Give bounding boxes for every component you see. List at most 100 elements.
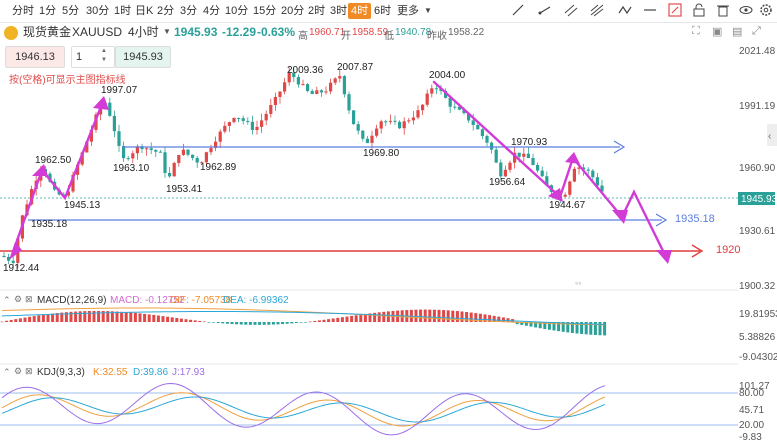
close-icon[interactable]: ⊠ [25, 294, 33, 304]
symbol-name[interactable]: 现货黄金 [23, 25, 72, 39]
tf-3min[interactable]: 3分 [180, 5, 198, 17]
chevron-down-icon[interactable]: ▼ [163, 27, 171, 36]
macd-bar [474, 313, 478, 322]
macd-bar [580, 322, 584, 334]
tf-1min[interactable]: 1分 [39, 5, 57, 17]
macd-bar [69, 311, 73, 322]
channel-icon[interactable] [563, 3, 579, 19]
price-annotation: 1935.18 [31, 219, 68, 230]
macd-title[interactable]: MACD(12,26,9) [37, 295, 107, 306]
tf-6h[interactable]: 6时 [374, 5, 392, 17]
tf-5min[interactable]: 5分 [62, 5, 80, 17]
ray-icon[interactable] [537, 3, 553, 19]
candle-body [568, 181, 572, 195]
macd-bar [147, 314, 151, 322]
arrowhead [656, 250, 672, 264]
quantity-stepper-icon[interactable]: ▲ ▼ [101, 48, 107, 63]
macd-bar [368, 313, 372, 322]
wave-arrow-up [11, 102, 104, 254]
prev-close-label: 昨收 [427, 31, 447, 42]
maximize-icon[interactable]: ⤢ [752, 25, 761, 37]
line-segment-icon[interactable] [642, 3, 658, 19]
wave-icon[interactable] [617, 3, 633, 19]
macd-bar [78, 311, 82, 322]
ask-price-box[interactable]: 1945.93 [115, 46, 171, 68]
tf-4min[interactable]: 4分 [203, 5, 221, 17]
bid-price-box[interactable]: 1946.13 [5, 46, 65, 68]
candle-body [356, 124, 360, 131]
indicator-hint: 按(空格)可显示主图指标线 [9, 75, 126, 86]
trendline-icon[interactable] [510, 3, 526, 19]
kdj-k-line [1, 392, 606, 427]
chevron-down-icon[interactable]: ▼ [424, 6, 432, 15]
macd-bar [9, 319, 13, 322]
tf-fenshi[interactable]: 分时 [12, 5, 34, 17]
fullscreen-icon[interactable]: ⛶ [692, 25, 700, 37]
tf-more[interactable]: 更多 [397, 5, 419, 17]
chart-canvas[interactable]: 1945.93 ‹ [0, 42, 777, 444]
screenshot-icon[interactable]: ▣ [712, 26, 723, 38]
period-selector[interactable]: 4小时 [128, 25, 159, 39]
collapse-icon[interactable]: ⌃ [3, 295, 11, 305]
price-annotation: 1945.13 [64, 200, 101, 211]
macd-bar [373, 312, 377, 322]
tf-10min[interactable]: 10分 [225, 5, 249, 17]
candle-body [117, 131, 121, 146]
arrowhead [9, 242, 22, 260]
kdj-axis-label: 20.00 [739, 420, 765, 431]
quantity-input[interactable]: 1 [71, 46, 115, 68]
tf-2h[interactable]: 2时 [308, 5, 326, 17]
delete-icon[interactable] [715, 3, 731, 19]
tf-15min[interactable]: 15分 [253, 5, 277, 17]
macd-bar [64, 312, 68, 322]
resistance-arrowhead [613, 140, 626, 154]
candle-body [232, 117, 236, 123]
layout-icon[interactable]: ▤ [732, 26, 743, 38]
tf-30min[interactable]: 30分 [86, 5, 110, 17]
macd-axis-label: -9.04302 [739, 352, 777, 363]
macd-bar [575, 322, 579, 334]
close-icon[interactable]: ⊠ [25, 366, 33, 376]
candle-body [324, 91, 328, 93]
dif-line [1, 307, 605, 326]
tf-daily[interactable]: 日K [135, 5, 154, 17]
kdj-title[interactable]: KDJ(9,3,3) [37, 367, 85, 378]
candle-body [365, 138, 369, 143]
lock-icon[interactable] [691, 3, 707, 19]
candle-body [526, 153, 530, 158]
macd-bar [248, 322, 252, 325]
candle-body [430, 88, 434, 94]
tf-2min[interactable]: 2分 [157, 5, 175, 17]
macd-bar [446, 310, 450, 322]
macd-bar [598, 322, 602, 336]
macd-bar [41, 314, 45, 322]
wave-arrow-projected [620, 189, 668, 259]
macd-bar [327, 319, 331, 322]
candlestick-series [2, 66, 604, 269]
eye-icon[interactable] [738, 3, 754, 19]
macd-bar [32, 316, 36, 322]
candle-body [536, 164, 540, 171]
candle-body [48, 173, 52, 182]
candle-body [600, 185, 604, 192]
macd-bar [281, 322, 285, 325]
tf-4h[interactable]: 4时 [348, 3, 372, 19]
collapse-icon[interactable]: ⌃ [3, 367, 11, 377]
timeframe-toolbar: 分时 1分 5分 30分 1时 日K 2分 3分 4分 10分 15分 20分 … [0, 0, 777, 23]
macd-bar [488, 315, 492, 322]
pitchfork-icon[interactable] [589, 3, 605, 19]
candle-body [260, 120, 264, 127]
candle-body [333, 78, 337, 83]
macd-bar [290, 322, 294, 324]
settings-icon[interactable]: ⚙ [14, 294, 23, 304]
macd-bar [60, 312, 64, 322]
settings-icon[interactable] [758, 3, 774, 19]
tf-3h[interactable]: 3时 [330, 5, 348, 17]
settings-icon[interactable]: ⚙ [14, 366, 23, 376]
tf-20min[interactable]: 20分 [281, 5, 305, 17]
price-change-pct: -0.63% [257, 25, 296, 39]
watermark-dots: ◦◦ [575, 278, 582, 288]
tf-1h[interactable]: 1时 [114, 5, 132, 17]
candle-body [292, 72, 296, 78]
edit-icon[interactable] [667, 3, 683, 19]
